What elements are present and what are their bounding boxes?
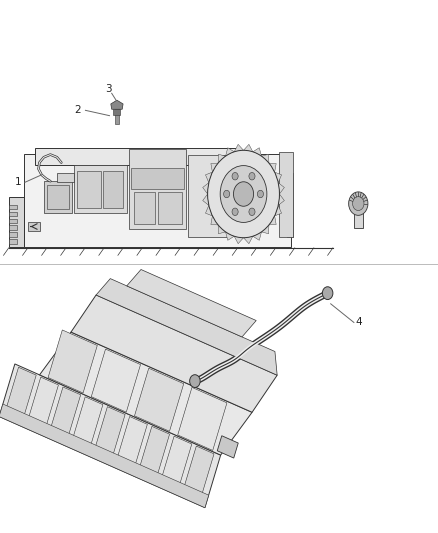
- Text: 4: 4: [356, 318, 363, 327]
- Text: 3: 3: [105, 84, 112, 94]
- Polygon shape: [91, 349, 141, 412]
- Bar: [77, 171, 101, 208]
- Polygon shape: [261, 154, 269, 163]
- Polygon shape: [218, 225, 226, 234]
- Bar: [9, 212, 17, 216]
- Polygon shape: [178, 387, 227, 450]
- Circle shape: [249, 208, 255, 215]
- Circle shape: [249, 173, 255, 180]
- Bar: [57, 173, 74, 182]
- Polygon shape: [253, 232, 261, 240]
- Polygon shape: [137, 426, 170, 484]
- Polygon shape: [9, 197, 24, 247]
- Polygon shape: [127, 270, 256, 337]
- Bar: [9, 239, 17, 244]
- Bar: [129, 149, 186, 229]
- Polygon shape: [92, 407, 125, 464]
- Polygon shape: [26, 377, 58, 434]
- Polygon shape: [226, 148, 234, 156]
- Circle shape: [258, 190, 264, 198]
- Bar: [188, 155, 228, 237]
- Bar: [103, 171, 123, 208]
- Polygon shape: [48, 387, 81, 445]
- Polygon shape: [134, 368, 184, 431]
- Circle shape: [232, 173, 238, 180]
- Polygon shape: [203, 183, 209, 194]
- Bar: [287, 173, 293, 237]
- Polygon shape: [0, 364, 221, 507]
- Bar: [9, 219, 17, 223]
- Bar: [24, 154, 291, 247]
- Text: 2: 2: [74, 106, 81, 115]
- Circle shape: [223, 190, 230, 198]
- Polygon shape: [96, 279, 277, 375]
- Circle shape: [232, 208, 238, 215]
- Circle shape: [322, 287, 333, 300]
- Bar: [74, 165, 127, 213]
- Bar: [354, 204, 363, 228]
- Bar: [47, 185, 69, 209]
- Polygon shape: [205, 205, 212, 216]
- Bar: [44, 181, 72, 213]
- Polygon shape: [4, 367, 36, 425]
- Polygon shape: [181, 446, 214, 504]
- Polygon shape: [278, 194, 284, 205]
- Bar: [9, 225, 17, 230]
- Bar: [134, 192, 155, 224]
- Polygon shape: [115, 416, 147, 474]
- Polygon shape: [275, 172, 282, 183]
- Polygon shape: [111, 100, 123, 109]
- Polygon shape: [71, 295, 277, 413]
- Polygon shape: [218, 154, 226, 163]
- Polygon shape: [244, 144, 253, 152]
- Bar: [28, 222, 40, 231]
- Circle shape: [220, 166, 267, 222]
- Polygon shape: [278, 183, 284, 194]
- Polygon shape: [0, 404, 208, 507]
- Polygon shape: [39, 332, 252, 455]
- Bar: [115, 109, 119, 124]
- Polygon shape: [203, 194, 209, 205]
- Polygon shape: [253, 148, 261, 156]
- Polygon shape: [211, 216, 218, 225]
- Polygon shape: [275, 205, 282, 216]
- Circle shape: [208, 150, 279, 238]
- Circle shape: [190, 375, 200, 387]
- Polygon shape: [211, 163, 218, 172]
- Bar: [279, 152, 293, 237]
- Polygon shape: [244, 236, 253, 244]
- Polygon shape: [269, 163, 276, 172]
- Bar: [158, 192, 182, 224]
- Circle shape: [233, 182, 254, 206]
- Bar: [35, 148, 237, 165]
- Polygon shape: [226, 232, 234, 240]
- Polygon shape: [48, 330, 97, 393]
- Bar: [9, 205, 17, 209]
- Circle shape: [353, 197, 364, 211]
- Polygon shape: [159, 436, 192, 494]
- Polygon shape: [234, 144, 244, 152]
- Polygon shape: [234, 236, 244, 244]
- Text: 1: 1: [15, 177, 22, 187]
- Bar: [9, 232, 17, 237]
- Polygon shape: [269, 216, 276, 225]
- Circle shape: [349, 192, 368, 215]
- Polygon shape: [217, 436, 238, 458]
- Bar: [131, 168, 184, 189]
- Bar: [113, 109, 120, 115]
- Polygon shape: [261, 225, 269, 234]
- Polygon shape: [205, 172, 212, 183]
- Polygon shape: [71, 397, 103, 454]
